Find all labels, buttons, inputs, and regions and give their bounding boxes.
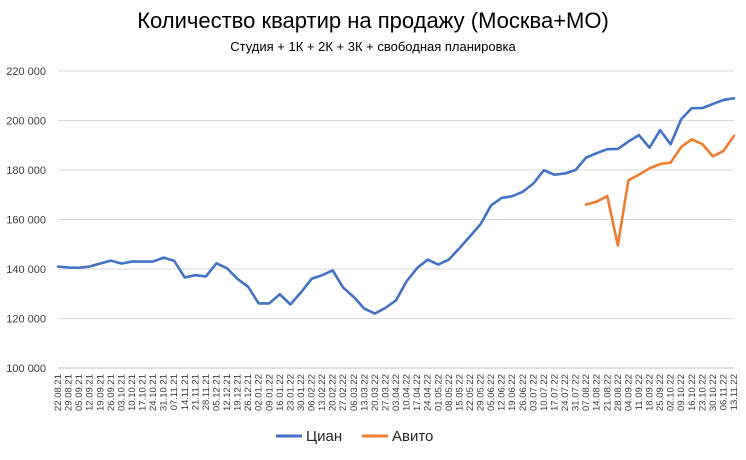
x-tick-label: 11.09.22 xyxy=(634,374,645,410)
x-tick-label: 10.10.21 xyxy=(127,374,138,411)
x-tick-label: 02.01.22 xyxy=(254,374,265,411)
x-tick-label: 26.09.21 xyxy=(106,374,117,411)
x-tick-label: 12.06.22 xyxy=(497,374,508,411)
x-tick-label: 16.01.22 xyxy=(275,374,286,411)
x-tick-label: 14.11.21 xyxy=(180,374,191,410)
x-tick-label: 24.10.21 xyxy=(148,374,159,411)
x-tick-label: 05.09.21 xyxy=(74,374,85,411)
chart-title: Количество квартир на продажу (Москва+МО… xyxy=(137,8,609,33)
x-tick-label: 12.12.21 xyxy=(222,374,233,411)
x-tick-label: 10.04.22 xyxy=(402,374,413,411)
x-tick-label: 13.11.22 xyxy=(729,374,740,410)
series-line-cian xyxy=(56,96,736,315)
y-tick-label: 200 000 xyxy=(6,116,46,128)
x-tick-label: 05.06.22 xyxy=(486,374,497,411)
y-tick-label: 100 000 xyxy=(6,363,46,375)
x-tick-label: 27.03.22 xyxy=(380,374,391,411)
y-axis-ticks: 100 000 120 000 140 000 160 000 180 000 200 0… xyxy=(6,66,46,375)
x-tick-label: 29.05.22 xyxy=(476,374,487,411)
x-tick-label: 23.01.22 xyxy=(285,374,296,411)
x-tick-label: 15.05.22 xyxy=(454,374,465,411)
x-tick-label: 31.07.22 xyxy=(571,374,582,411)
legend-label-cian: Циан xyxy=(306,428,342,445)
x-tick-label: 09.10.22 xyxy=(676,374,687,411)
x-tick-label: 30.10.22 xyxy=(708,374,719,411)
x-tick-label: 14.08.22 xyxy=(592,374,603,411)
y-tick-label: 140 000 xyxy=(6,264,46,276)
x-tick-label: 17.10.21 xyxy=(138,374,149,411)
x-tick-label: 24.04.22 xyxy=(423,374,434,411)
x-tick-label: 20.03.22 xyxy=(370,374,381,411)
y-tick-label: 160 000 xyxy=(6,215,46,227)
x-tick-label: 07.08.22 xyxy=(581,374,592,411)
x-tick-label: 19.06.22 xyxy=(507,374,518,411)
x-tick-label: 03.04.22 xyxy=(391,374,402,411)
x-tick-label: 28.11.21 xyxy=(201,374,212,410)
x-tick-label: 25.09.22 xyxy=(655,374,666,411)
x-tick-label: 06.03.22 xyxy=(349,374,360,411)
x-tick-label: 28.08.22 xyxy=(613,374,624,411)
x-tick-label: 13.03.22 xyxy=(359,374,370,411)
series-line-avito xyxy=(584,134,736,247)
x-tick-label: 26.12.21 xyxy=(243,374,254,411)
x-tick-label: 10.07.22 xyxy=(539,374,550,411)
x-tick-label: 23.10.22 xyxy=(697,374,708,411)
chart-subtitle: Студия + 1К + 2К + 3К + свободная планир… xyxy=(230,39,516,54)
x-tick-label: 26.06.22 xyxy=(518,374,529,411)
x-tick-label: 20.02.22 xyxy=(328,374,339,411)
y-tick-label: 120 000 xyxy=(6,314,46,326)
x-tick-label: 07.11.21 xyxy=(169,374,180,410)
x-tick-label: 21.11.21 xyxy=(190,374,201,410)
x-tick-label: 18.09.22 xyxy=(645,374,656,411)
legend: Циан Авито xyxy=(276,428,433,445)
x-tick-label: 29.08.21 xyxy=(64,374,75,411)
x-tick-label: 03.07.22 xyxy=(528,374,539,411)
x-tick-label: 17.07.22 xyxy=(549,374,560,411)
x-tick-label: 05.12.21 xyxy=(211,374,222,411)
x-tick-label: 19.12.21 xyxy=(233,374,244,411)
x-tick-label: 02.10.22 xyxy=(666,374,677,411)
x-tick-label: 22.08.21 xyxy=(53,374,64,411)
gridlines xyxy=(58,70,734,369)
x-tick-label: 30.01.22 xyxy=(296,374,307,411)
legend-label-avito: Авито xyxy=(392,428,433,445)
x-tick-label: 08.05.22 xyxy=(444,374,455,411)
x-tick-label: 12.09.21 xyxy=(85,374,96,411)
x-tick-label: 06.02.22 xyxy=(307,374,318,411)
y-tick-label: 220 000 xyxy=(6,66,46,78)
x-tick-label: 19.09.21 xyxy=(95,374,106,411)
series-lines xyxy=(56,96,736,315)
x-axis-ticks: 22.08.21 29.08.21 05.09.21 12.09.21 19.09.21… xyxy=(53,374,740,411)
x-tick-label: 24.07.22 xyxy=(560,374,571,411)
x-tick-label: 21.08.22 xyxy=(602,374,613,411)
x-tick-label: 03.10.21 xyxy=(116,374,127,411)
x-tick-label: 06.11.22 xyxy=(718,374,729,410)
x-tick-label: 31.10.21 xyxy=(159,374,170,411)
x-tick-label: 17.04.22 xyxy=(412,374,423,411)
y-tick-label: 180 000 xyxy=(6,165,46,177)
x-tick-label: 22.05.22 xyxy=(465,374,476,411)
x-tick-label: 09.01.22 xyxy=(264,374,275,411)
x-tick-label: 16.10.22 xyxy=(687,374,698,411)
x-tick-label: 13.02.22 xyxy=(317,374,328,411)
x-tick-label: 04.09.22 xyxy=(623,374,634,411)
x-tick-label: 27.02.22 xyxy=(338,374,349,411)
x-tick-label: 01.05.22 xyxy=(433,374,444,411)
